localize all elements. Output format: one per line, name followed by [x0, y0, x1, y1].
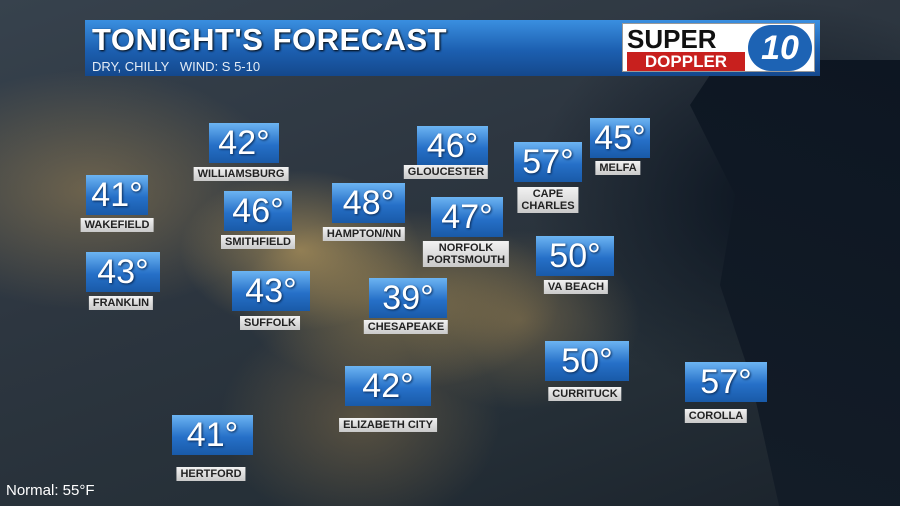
logo-doppler: DOPPLER [627, 52, 745, 71]
location-label: CHESAPEAKE [363, 320, 449, 334]
temp-box: 48° [332, 183, 405, 223]
label-line: CHESAPEAKE [367, 321, 445, 333]
temp-box: 46° [417, 126, 488, 166]
location-label: WILLIAMSBURG [193, 167, 289, 181]
label-line: COROLLA [688, 410, 744, 422]
label-line: HERTFORD [180, 468, 242, 480]
label-line: CAPE [532, 188, 564, 200]
temp-box: 46° [224, 191, 292, 231]
temp-box: 47° [431, 197, 503, 237]
temp-box: 57° [685, 362, 767, 402]
temp-box: 43° [232, 271, 310, 311]
label-line: FRANKLIN [92, 297, 150, 309]
temp-box: 41° [86, 175, 148, 215]
location-label: GLOUCESTER [403, 165, 489, 179]
label-line: CURRITUCK [552, 388, 618, 400]
location-label: VA BEACH [543, 280, 609, 294]
label-line: ELIZABETH CITY [343, 419, 433, 431]
location-label: SUFFOLK [240, 316, 300, 330]
location-label: CURRITUCK [548, 387, 622, 401]
label-line: CHARLES [521, 200, 575, 212]
label-line: WILLIAMSBURG [197, 168, 285, 180]
temp-box: 43° [86, 252, 160, 292]
station-logo: SUPER DOPPLER 10 [622, 23, 815, 72]
temp-box: 57° [514, 142, 582, 182]
label-line: SUFFOLK [244, 317, 296, 329]
location-label: CAPE CHARLES [517, 187, 579, 213]
location-label: ELIZABETH CITY [339, 418, 437, 432]
location-label: MELFA [595, 161, 641, 175]
label-line: VA BEACH [547, 281, 605, 293]
label-line: WAKEFIELD [84, 219, 150, 231]
label-line: GLOUCESTER [407, 166, 485, 178]
label-line: NORFOLK [438, 242, 494, 254]
logo-number: 10 [748, 25, 812, 71]
label-line: HAMPTON/NN [326, 228, 402, 240]
temp-box: 45° [590, 118, 650, 158]
temp-box: 42° [209, 123, 279, 163]
temp-box: 41° [172, 415, 253, 455]
label-line: SMITHFIELD [225, 236, 291, 248]
location-label: WAKEFIELD [80, 218, 154, 232]
temp-box: 39° [369, 278, 447, 318]
title: TONIGHT'S FORECAST [92, 22, 448, 57]
label-line: PORTSMOUTH [426, 254, 506, 266]
label-line: MELFA [599, 162, 637, 174]
temp-box: 42° [345, 366, 431, 406]
location-label: SMITHFIELD [221, 235, 295, 249]
normal-temp: Normal: 55°F [6, 482, 95, 499]
temp-box: 50° [545, 341, 629, 381]
location-label: NORFOLK PORTSMOUTH [422, 241, 510, 267]
subtitle: DRY, CHILLY WIND: S 5-10 [92, 59, 261, 74]
location-label: FRANKLIN [88, 296, 154, 310]
location-label: HERTFORD [176, 467, 246, 481]
logo-super: SUPER [627, 24, 717, 54]
location-label: COROLLA [684, 409, 748, 423]
location-label: HAMPTON/NN [322, 227, 406, 241]
temp-box: 50° [536, 236, 614, 276]
